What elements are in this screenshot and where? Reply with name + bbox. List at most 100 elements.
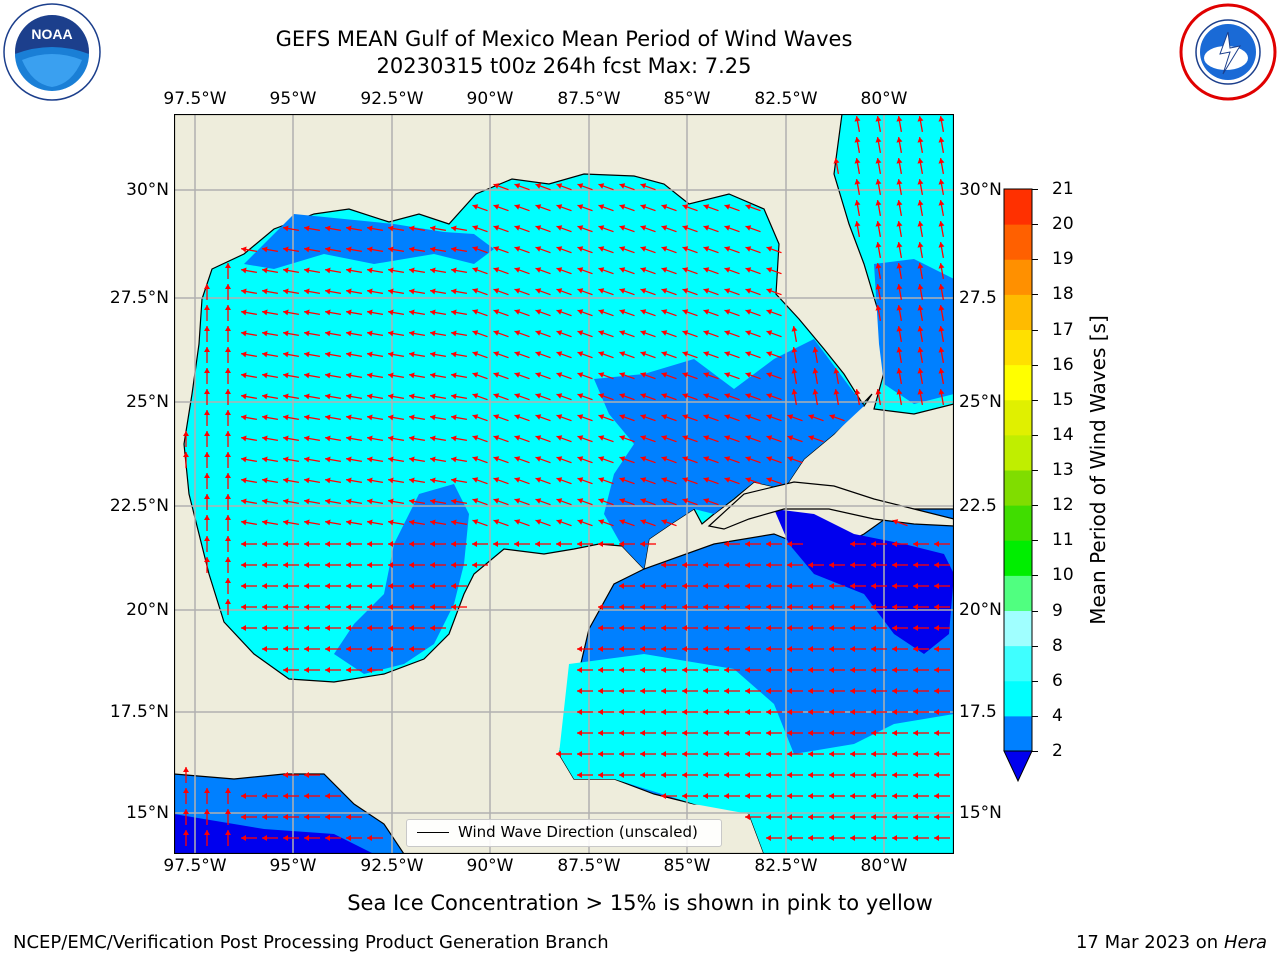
wave-direction-arrowhead — [346, 477, 352, 484]
wave-direction-arrowhead — [896, 200, 903, 206]
wave-direction-arrowhead — [850, 709, 855, 715]
wave-direction-arrowhead — [661, 562, 666, 568]
wave-direction-arrowhead — [598, 519, 605, 525]
wave-direction-arrowhead — [451, 456, 457, 463]
wave-direction-arrowhead — [892, 730, 897, 736]
wave-direction-arrowhead — [619, 583, 624, 589]
wave-direction-arrowhead — [892, 709, 897, 715]
wave-direction-arrowhead — [367, 835, 372, 841]
wave-direction-arrowhead — [577, 646, 582, 652]
wave-direction-arrowhead — [262, 646, 267, 652]
wave-direction-arrowhead — [409, 267, 415, 274]
wave-direction-arrowhead — [598, 267, 605, 273]
wave-direction-arrowhead — [241, 541, 246, 547]
colorbar-tick-mark — [1032, 224, 1038, 226]
legend-line-swatch — [417, 832, 449, 833]
footer-date-text: 17 Mar 2023 on — [1075, 932, 1219, 953]
wave-direction-arrowhead — [325, 583, 330, 589]
colorbar-tick-label: 19 — [1052, 249, 1074, 270]
wave-direction-arrowhead — [367, 625, 372, 631]
wave-direction-arrowhead — [766, 541, 771, 547]
wave-direction-arrowhead — [640, 751, 645, 757]
wave-direction-arrowhead — [346, 414, 352, 421]
wave-direction-arrowhead — [724, 541, 729, 547]
wave-direction-arrowhead — [204, 410, 210, 415]
wave-direction-arrowhead — [577, 730, 582, 736]
wave-direction-arrowhead — [493, 456, 500, 462]
wave-direction-arrowhead — [787, 793, 792, 799]
wave-direction-arrowhead — [241, 267, 247, 274]
wave-direction-arrowhead — [409, 393, 415, 400]
wave-direction-arrowhead — [934, 709, 939, 715]
wave-direction-arrowhead — [556, 414, 563, 420]
colorbar-tick-label: 17 — [1052, 319, 1074, 340]
wave-direction-arrowhead — [430, 225, 436, 232]
wave-direction-arrowhead — [409, 604, 414, 610]
colorbar-tick-label: 4 — [1052, 705, 1063, 726]
wave-direction-arrowhead — [367, 225, 373, 232]
wave-direction-arrowhead — [619, 393, 626, 399]
wave-direction-arrowhead — [934, 688, 939, 694]
wave-direction-arrowhead — [388, 309, 394, 316]
wave-direction-arrowhead — [745, 646, 750, 652]
wave-direction-arrowhead — [577, 246, 584, 252]
wave-direction-arrowhead — [598, 604, 603, 610]
wave-direction-arrowhead — [493, 204, 500, 210]
wave-direction-arrowhead — [262, 814, 267, 820]
wave-direction-arrowhead — [917, 263, 924, 269]
wave-direction-arrowhead — [917, 158, 924, 164]
wave-direction-arrowhead — [598, 435, 605, 441]
wave-direction-arrowhead — [514, 414, 521, 420]
wave-direction-arrowhead — [745, 414, 752, 420]
wave-direction-arrowhead — [262, 562, 267, 568]
wave-direction-arrowhead — [917, 116, 924, 122]
wave-direction-arrowhead — [640, 288, 647, 294]
wave-direction-arrowhead — [346, 309, 352, 316]
lon-label-top: 97.5°W — [163, 89, 227, 109]
wave-direction-arrowhead — [682, 246, 689, 252]
wave-direction-arrowhead — [598, 414, 605, 420]
wave-direction-arrowhead — [514, 477, 521, 483]
colorbar-segment — [1004, 575, 1032, 612]
wave-direction-arrowhead — [388, 246, 394, 253]
wave-direction-arrowhead — [577, 204, 584, 210]
wave-direction-arrowhead — [183, 809, 189, 814]
wave-direction-arrowhead — [829, 625, 834, 631]
wave-direction-arrowhead — [367, 372, 373, 379]
wave-direction-arrowhead — [388, 519, 394, 526]
wave-direction-arrowhead — [325, 246, 331, 253]
wave-direction-arrowhead — [535, 246, 542, 252]
wave-direction-arrowhead — [451, 393, 457, 400]
wave-direction-arrowhead — [934, 625, 939, 631]
wave-direction-arrowhead — [304, 835, 309, 841]
wave-direction-arrowhead — [304, 772, 309, 778]
chart-title-line1: GEFS MEAN Gulf of Mexico Mean Period of … — [275, 27, 853, 51]
wave-direction-arrowhead — [304, 456, 310, 463]
wave-direction-arrowhead — [577, 330, 584, 336]
wave-direction-arrowhead — [892, 562, 897, 568]
wave-direction-arrowhead — [913, 730, 918, 736]
wave-direction-arrowhead — [367, 604, 372, 610]
wave-direction-arrowhead — [283, 435, 289, 442]
wave-direction-arrowhead — [262, 246, 268, 253]
wave-direction-arrowhead — [724, 604, 729, 610]
chart-title-line2: 20230315 t00z 264h fcst Max: 7.25 — [376, 54, 752, 78]
wave-direction-arrowhead — [241, 288, 247, 295]
colorbar-label: Mean Period of Wind Waves [s] — [1086, 315, 1110, 625]
wave-direction-arrowhead — [598, 498, 605, 504]
wave-direction-arrowhead — [682, 667, 687, 673]
wave-direction-arrowhead — [304, 498, 310, 505]
wave-direction-arrowhead — [829, 583, 834, 589]
wave-direction-arrowhead — [598, 288, 605, 294]
wave-direction-arrowhead — [556, 351, 563, 357]
wave-direction-arrowhead — [262, 435, 268, 442]
wave-direction-arrowhead — [283, 835, 288, 841]
wave-direction-arrowhead — [682, 730, 687, 736]
wave-direction-arrowhead — [619, 730, 624, 736]
wave-direction-arrowhead — [619, 330, 626, 336]
wave-direction-arrowhead — [682, 477, 689, 483]
wave-direction-arrowhead — [766, 793, 771, 799]
colorbar-segment — [1004, 715, 1032, 752]
wave-direction-arrowhead — [787, 772, 792, 778]
wave-direction-arrowhead — [703, 393, 710, 399]
